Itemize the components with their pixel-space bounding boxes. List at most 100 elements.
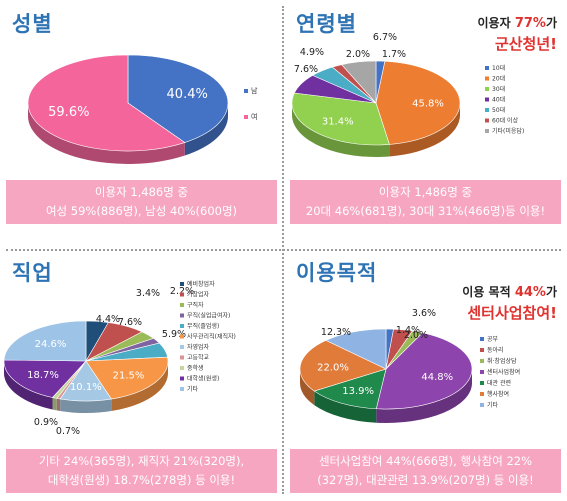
data-label: 40.4%: [167, 87, 208, 102]
summary-box: 기타 24%(365명), 재직자 21%(320명), 대학생(원생) 18.…: [6, 449, 277, 493]
legend-label-공부: 공부: [487, 336, 499, 343]
legend-swatch: [180, 313, 184, 318]
legend-swatch: [180, 366, 184, 370]
legend-swatch: [180, 334, 184, 339]
pie-slice-대관-관련: [313, 368, 387, 410]
data-label: 59.6%: [48, 105, 89, 120]
pie-slice-side-대관-관련: [314, 391, 377, 423]
callout-headline: 군산청년!: [494, 35, 557, 53]
legend-label-구직자: 구직자: [187, 301, 204, 309]
legend-label-예비창업자: 예비창업자: [187, 280, 215, 288]
legend-label-대학생-원생: 대학생(원생): [187, 375, 219, 383]
legend-label-동아리: 동아리: [487, 346, 504, 354]
data-label: 3.4%: [136, 288, 160, 299]
legend-swatch: [480, 392, 484, 396]
pie-slice-side-행사참여: [300, 369, 315, 406]
legend-label-행사참여: 행사참여: [487, 390, 509, 398]
legend-swatch: [180, 345, 184, 349]
panel-title: 직업: [12, 261, 53, 285]
legend-swatch: [180, 355, 184, 360]
occupation-panel: 직업 4.4% 7.6% 3.4% 2.2% 5.9% 21.5% 10.1% 0.7% 0.9…: [0, 251, 283, 501]
data-label: 2.0%: [404, 330, 428, 341]
data-label: 24.6%: [35, 339, 67, 350]
data-label: 6.7%: [373, 32, 397, 43]
data-label: 10.1%: [70, 382, 102, 393]
legend-label-대관-관련: 대관 관련: [487, 379, 511, 387]
data-label: 4.9%: [300, 47, 324, 58]
pie-slice-side-여: [27, 103, 185, 164]
legend-label-30대: 30대: [492, 85, 505, 93]
pie-slice-여: [27, 54, 186, 152]
data-label: 2.2%: [170, 286, 194, 297]
legend-label-사무관리직-재직자: 사무관리직(재직자): [187, 333, 236, 341]
legend-label-기타: 기타: [187, 385, 199, 393]
callout-headline: 센터사업참여!: [467, 304, 557, 322]
pie-slice-side-20대: [389, 103, 460, 157]
legend-label-기타: 기타: [487, 401, 499, 409]
callout-prefix: 이용자: [477, 16, 515, 30]
summary-line: 기타 24%(365명), 재직자 21%(320명),: [38, 454, 245, 468]
pie-slice-side-30대: [292, 103, 390, 157]
legend-label-기타-미응답: 기타(미응답): [492, 127, 524, 135]
pie-top: [291, 60, 461, 146]
pie-side: [300, 369, 472, 423]
data-label: 45.8%: [412, 98, 444, 109]
legend-swatch: [480, 370, 484, 374]
legend-swatch: [180, 324, 184, 328]
pie-labels: 1.7% 45.8% 31.4% 7.6% 4.9% 2.0%6.7%: [294, 32, 444, 128]
pie-slice-대학생-원생: [3, 359, 87, 398]
legend-label-고등학교: 고등학교: [187, 354, 210, 362]
legend-label-취-창업상담: 취·창업상담: [487, 357, 517, 365]
summary-box: 이용자 1,486명 중 여성 59%(886명), 남성 40%(600명): [6, 180, 277, 224]
legend-swatch: [485, 66, 489, 70]
pie-slice-side-사무관리직-재직자: [111, 361, 168, 412]
legend-label-무직-실업급여자: 무직(실업급여자): [187, 312, 230, 320]
legend-label-자영업자: 자영업자: [187, 343, 210, 351]
pie-labels: 4.4%7.6% 3.4% 2.2% 5.9% 21.5% 10.1% 0.7%0.9% 18…: [27, 286, 194, 437]
legend-label-기창업자: 기창업자: [187, 291, 210, 299]
data-label: 2.0%: [346, 49, 370, 60]
legend-swatch: [485, 118, 489, 123]
legend-swatch: [480, 381, 484, 385]
legend-swatch: [480, 403, 484, 407]
legend-swatch: [180, 282, 184, 286]
legend-swatch: [485, 129, 489, 133]
legend-label-센터사업참여: 센터사업참여: [487, 368, 520, 376]
panel-title: 연령별: [296, 12, 357, 36]
legend-label-50대: 50대: [492, 106, 505, 114]
pie-slice-행사참여: [299, 340, 387, 392]
gender-pie-chart: 40.4% 59.6% 남여: [27, 54, 258, 164]
pie-slice-센터사업참여: [375, 332, 473, 410]
gender-panel: 성별 40.4% 59.6% 남 여 이용자 1,486명 중 여성 59%(886명…: [0, 0, 283, 250]
panel-title: 성별: [12, 12, 53, 36]
summary-line: 이용자 1,486명 중: [94, 185, 189, 199]
callout-suffix: 가: [545, 285, 557, 299]
legend-swatch: [180, 387, 184, 391]
occupation-pie-chart: 4.4%7.6% 3.4% 2.2% 5.9% 21.5% 10.1% 0.7%0.9% 18…: [3, 280, 236, 437]
legend-swatch: [485, 108, 489, 112]
data-label: 4.4%: [96, 314, 120, 325]
summary-line: 여성 59%(886명), 남성 40%(600명): [45, 204, 238, 218]
legend-label-40대: 40대: [492, 96, 505, 104]
legend-swatch: [244, 89, 248, 93]
legend-label-10대: 10대: [492, 64, 505, 72]
data-label: 0.9%: [34, 417, 58, 428]
pie-slice-side-중학생: [52, 397, 57, 411]
pie-slice-남: [127, 54, 229, 143]
pie-side: [4, 361, 168, 413]
legend-swatch: [480, 348, 484, 352]
horizontal-divider: [6, 249, 561, 251]
data-label: 7.6%: [118, 317, 142, 328]
legend-label-남: 남: [251, 86, 258, 95]
legend-label-20대: 20대: [492, 75, 505, 83]
summary-line: 센터사업참여 44%(666명), 행사참여 22%: [318, 454, 533, 468]
data-label: 21.5%: [113, 371, 145, 382]
legend-swatch: [485, 87, 489, 91]
pie-side: [27, 103, 228, 164]
data-label: 44.8%: [421, 372, 453, 383]
callout-highlight: 44%: [514, 285, 546, 300]
pie-labels: 40.4% 59.6%: [48, 87, 208, 120]
pie-slice-side-자영업자: [60, 398, 112, 413]
legend: 남여: [244, 86, 258, 121]
data-label: 7.6%: [294, 64, 318, 75]
